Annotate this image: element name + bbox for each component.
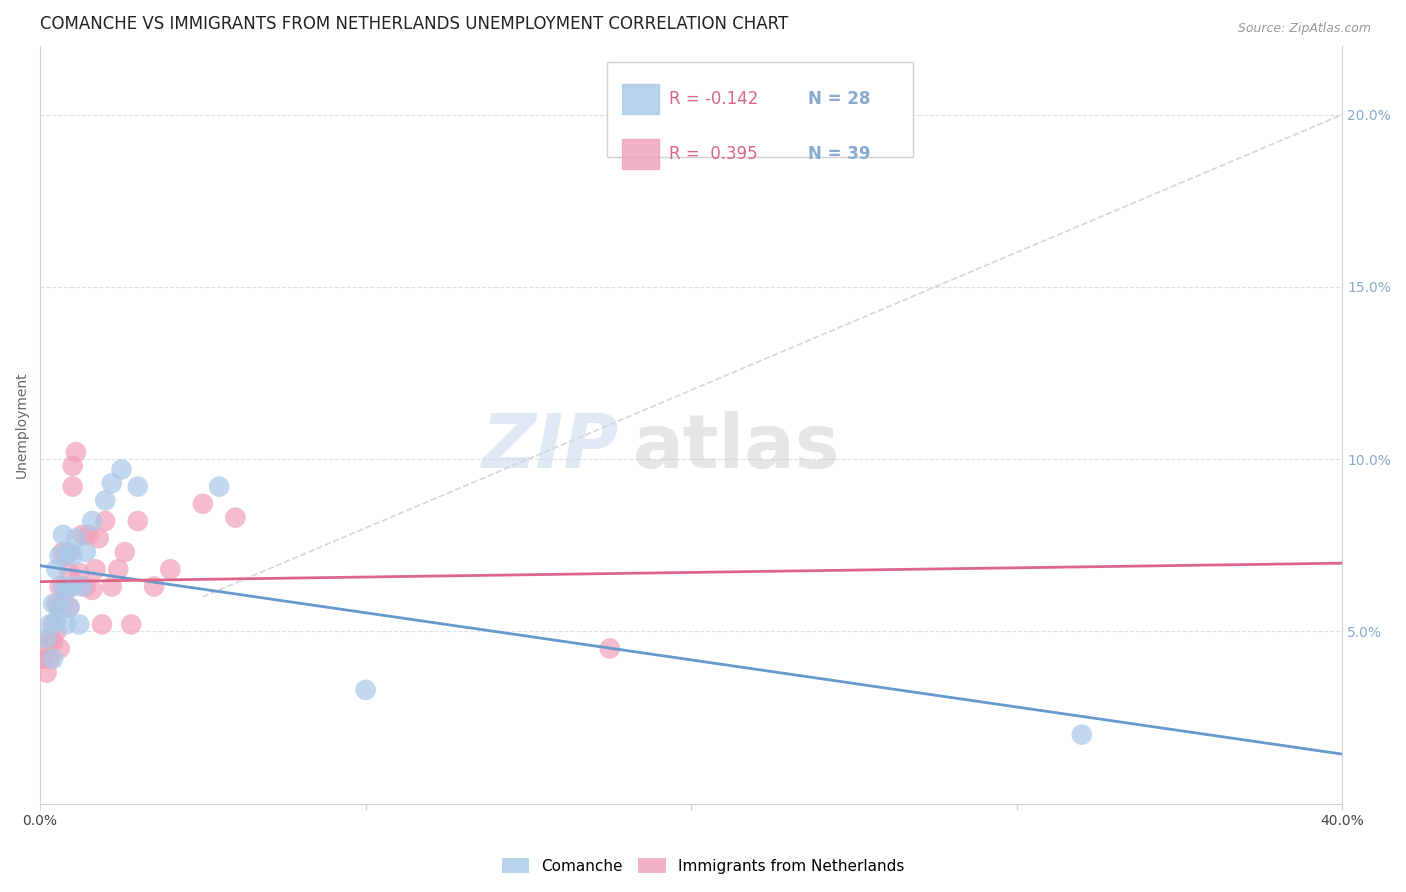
Point: [45, 624, 67, 639]
Point: [58, 545, 80, 559]
Point: [48, 580, 70, 594]
Point: [75, 580, 97, 594]
Point: [45, 614, 67, 628]
Point: [159, 562, 181, 576]
Point: [35, 641, 58, 656]
Point: [84, 562, 107, 576]
Point: [91, 617, 114, 632]
Point: [82, 582, 104, 597]
Point: [72, 528, 94, 542]
Point: [55, 582, 77, 597]
Point: [94, 493, 117, 508]
Text: R =  0.395: R = 0.395: [669, 145, 758, 163]
Point: [208, 480, 231, 494]
Point: [1070, 728, 1092, 742]
Point: [224, 510, 246, 524]
Point: [58, 566, 80, 580]
Point: [45, 597, 67, 611]
Point: [48, 549, 70, 563]
Point: [94, 514, 117, 528]
Point: [191, 497, 214, 511]
Point: [67, 617, 90, 632]
Bar: [623, 84, 658, 114]
Text: R = -0.142: R = -0.142: [669, 90, 758, 108]
Point: [42, 597, 65, 611]
Point: [35, 665, 58, 680]
Point: [120, 617, 142, 632]
Point: [127, 514, 149, 528]
Point: [107, 562, 129, 576]
Point: [52, 580, 75, 594]
Point: [65, 531, 87, 545]
FancyBboxPatch shape: [606, 62, 912, 157]
Point: [354, 682, 377, 697]
Text: N = 28: N = 28: [808, 90, 870, 108]
Point: [82, 514, 104, 528]
Text: N = 39: N = 39: [808, 145, 870, 163]
Point: [143, 580, 166, 594]
Point: [110, 462, 132, 476]
Point: [100, 476, 122, 491]
Point: [62, 549, 84, 563]
Point: [42, 634, 65, 648]
Point: [87, 531, 110, 545]
Text: COMANCHE VS IMMIGRANTS FROM NETHERLANDS UNEMPLOYMENT CORRELATION CHART: COMANCHE VS IMMIGRANTS FROM NETHERLANDS …: [41, 15, 789, 33]
Point: [55, 582, 77, 597]
Y-axis label: Unemployment: Unemployment: [15, 371, 30, 478]
Point: [114, 545, 136, 559]
Point: [48, 641, 70, 656]
Legend: Comanche, Immigrants from Netherlands: Comanche, Immigrants from Netherlands: [495, 852, 911, 880]
Point: [42, 652, 65, 666]
Point: [48, 600, 70, 615]
Point: [62, 458, 84, 473]
Text: atlas: atlas: [633, 411, 839, 483]
Point: [52, 597, 75, 611]
Point: [38, 652, 60, 666]
Point: [52, 528, 75, 542]
Point: [72, 580, 94, 594]
Text: ZIP: ZIP: [482, 411, 620, 483]
Text: Source: ZipAtlas.com: Source: ZipAtlas.com: [1237, 22, 1371, 36]
Point: [42, 617, 65, 632]
Point: [55, 617, 77, 632]
Point: [52, 545, 75, 559]
Bar: [623, 139, 658, 169]
Point: [77, 528, 100, 542]
Point: [599, 641, 621, 656]
Point: [62, 480, 84, 494]
Point: [67, 566, 90, 580]
Point: [38, 631, 60, 645]
Point: [58, 600, 80, 615]
Point: [75, 545, 97, 559]
Point: [55, 549, 77, 563]
Point: [65, 445, 87, 459]
Point: [45, 562, 67, 576]
Point: [62, 580, 84, 594]
Point: [100, 580, 122, 594]
Point: [127, 480, 149, 494]
Point: [38, 617, 60, 632]
Point: [32, 652, 55, 666]
Point: [58, 600, 80, 615]
Point: [35, 631, 58, 645]
